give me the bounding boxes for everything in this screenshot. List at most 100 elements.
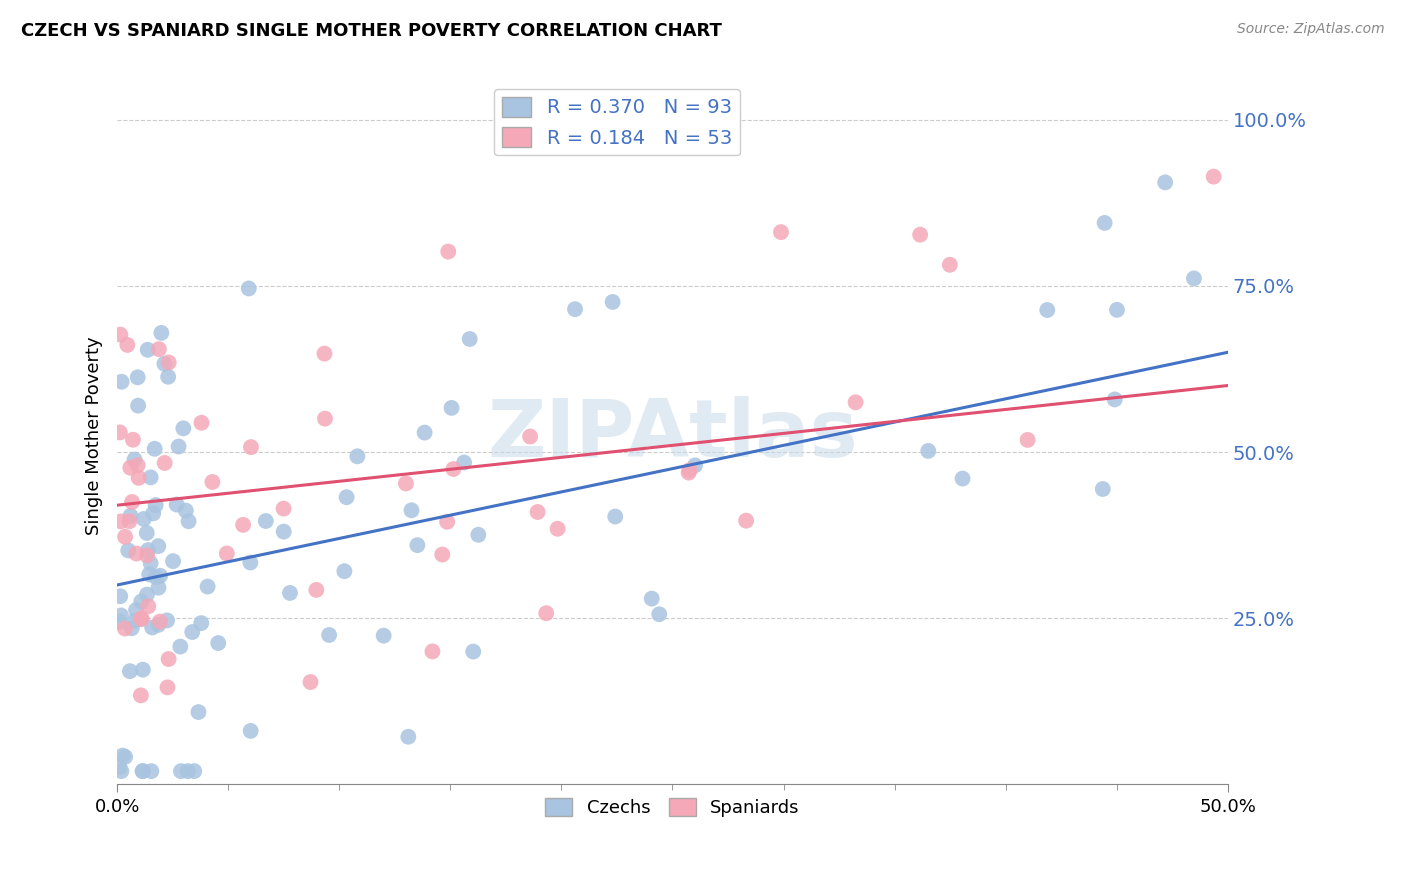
Point (453, 456, 475, 470)
Point (131, 611, 153, 625)
Point (118, 514, 141, 528)
Point (318, 628, 340, 642)
Point (254, 514, 277, 528)
Point (314, 411, 336, 425)
Point (127, 458, 149, 473)
Point (153, 357, 176, 371)
Point (148, 539, 170, 553)
Point (143, 442, 166, 456)
Point (110, 589, 132, 603)
Point (181, 625, 204, 640)
Point (114, 530, 136, 544)
Point (1182, 271, 1205, 285)
Point (110, 764, 132, 778)
Point (136, 588, 159, 602)
Point (240, 440, 263, 454)
Point (121, 621, 143, 635)
Point (564, 302, 586, 317)
Point (110, 327, 132, 342)
Point (125, 603, 148, 617)
Point (1104, 392, 1126, 407)
Point (273, 524, 295, 539)
Point (136, 343, 159, 357)
Point (120, 508, 142, 523)
Text: CZECH VS SPANIARD SINGLE MOTHER POVERTY CORRELATION CHART: CZECH VS SPANIARD SINGLE MOTHER POVERTY … (21, 22, 721, 40)
Point (440, 401, 463, 415)
Point (125, 547, 148, 561)
Point (117, 338, 139, 352)
Point (678, 463, 700, 477)
Point (128, 471, 150, 485)
Point (108, 425, 131, 440)
Point (735, 514, 758, 528)
Point (145, 498, 167, 512)
Point (141, 764, 163, 778)
Point (149, 568, 172, 582)
Point (131, 612, 153, 626)
Point (436, 515, 458, 529)
Point (769, 225, 792, 239)
Point (314, 346, 336, 360)
Point (117, 543, 139, 558)
Point (132, 663, 155, 677)
Point (273, 501, 295, 516)
Point (135, 525, 157, 540)
Point (169, 640, 191, 654)
Point (1036, 303, 1059, 318)
Legend: Czechs, Spaniards: Czechs, Spaniards (538, 790, 807, 824)
Point (641, 591, 664, 606)
Point (111, 748, 134, 763)
Point (278, 586, 301, 600)
Point (602, 295, 624, 310)
Point (917, 444, 939, 458)
Point (1094, 216, 1116, 230)
Point (238, 281, 260, 295)
Point (172, 421, 194, 435)
Point (148, 581, 170, 595)
Point (157, 369, 180, 384)
Point (534, 606, 557, 620)
Point (124, 614, 146, 628)
Point (1091, 482, 1114, 496)
Point (120, 460, 142, 475)
Text: Source: ZipAtlas.com: Source: ZipAtlas.com (1237, 22, 1385, 37)
Point (305, 582, 328, 597)
Point (177, 514, 200, 528)
Point (108, 615, 131, 629)
Point (437, 244, 460, 259)
Point (114, 622, 136, 636)
Point (156, 681, 179, 695)
Point (1154, 175, 1177, 189)
Point (177, 764, 200, 778)
Point (215, 546, 238, 560)
Point (648, 607, 671, 622)
Point (136, 549, 159, 563)
Y-axis label: Single Mother Poverty: Single Mother Poverty (86, 336, 103, 534)
Point (110, 375, 132, 389)
Point (190, 616, 212, 631)
Point (132, 512, 155, 526)
Point (413, 425, 436, 440)
Point (299, 675, 322, 690)
Point (142, 507, 165, 521)
Point (139, 470, 162, 484)
Point (183, 764, 205, 778)
Point (124, 452, 146, 467)
Point (108, 760, 131, 774)
Point (939, 258, 962, 272)
Point (443, 462, 465, 476)
Point (678, 466, 700, 480)
Point (148, 342, 170, 356)
Point (333, 564, 356, 578)
Point (157, 355, 180, 369)
Point (908, 227, 931, 242)
Point (1202, 169, 1225, 184)
Point (110, 608, 132, 623)
Point (1017, 433, 1039, 447)
Point (422, 644, 444, 658)
Point (190, 416, 212, 430)
Point (605, 509, 627, 524)
Point (683, 458, 706, 473)
Point (114, 750, 136, 764)
Point (110, 515, 132, 529)
